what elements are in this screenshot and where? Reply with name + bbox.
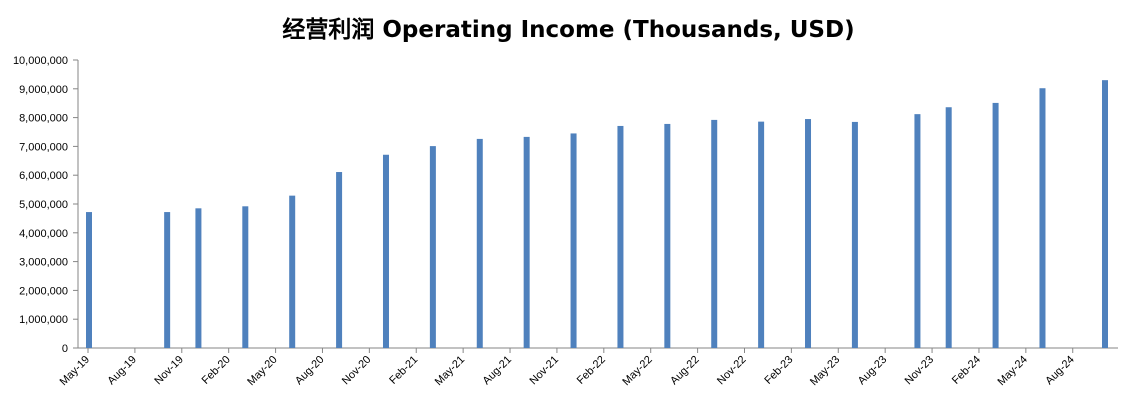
bar — [1039, 88, 1046, 348]
x-tick-label: Nov-21 — [527, 354, 561, 388]
y-tick-label: 1,000,000 — [19, 314, 68, 326]
x-tick-label: Feb-21 — [387, 354, 420, 387]
bar — [523, 136, 530, 348]
bar — [617, 125, 624, 349]
x-tick-label: Aug-20 — [293, 354, 327, 388]
x-tick-label: Nov-20 — [340, 354, 374, 388]
bar — [992, 102, 999, 348]
x-tick-label: Nov-22 — [715, 354, 749, 388]
x-tick-label: May-20 — [245, 354, 279, 388]
x-tick-label: Aug-24 — [1043, 354, 1077, 388]
y-tick-label: 10,000,000 — [13, 55, 68, 67]
bar — [195, 208, 202, 348]
x-tick-label: May-22 — [620, 354, 654, 388]
x-tick-label: Aug-23 — [856, 354, 890, 388]
y-tick-label: 6,000,000 — [19, 170, 68, 182]
y-tick-label: 3,000,000 — [19, 257, 68, 269]
bar — [711, 119, 718, 349]
x-tick-label: Nov-23 — [903, 354, 937, 388]
x-tick-label: May-19 — [58, 354, 92, 388]
bar — [476, 138, 483, 348]
y-tick-label: 7,000,000 — [19, 141, 68, 153]
x-tick-label: Aug-19 — [105, 354, 139, 388]
bar — [289, 195, 296, 348]
bar — [945, 107, 952, 349]
bar — [851, 121, 858, 348]
bar — [570, 133, 577, 348]
x-tick-label: Nov-19 — [152, 354, 186, 388]
bar — [242, 206, 249, 348]
y-tick-label: 2,000,000 — [19, 285, 68, 297]
y-tick-label: 8,000,000 — [19, 113, 68, 125]
x-tick-label: May-24 — [996, 354, 1030, 388]
x-tick-label: Aug-21 — [481, 354, 515, 388]
x-tick-label: Feb-23 — [762, 354, 795, 387]
bar — [758, 121, 765, 348]
y-tick-label: 9,000,000 — [19, 84, 68, 96]
bar — [429, 146, 436, 348]
bars — [86, 80, 1108, 349]
x-tick-label: Aug-22 — [668, 354, 702, 388]
chart-title: 经营利润 Operating Income (Thousands, USD) — [282, 17, 855, 43]
y-tick-label: 0 — [62, 343, 68, 355]
x-tick-label: May-23 — [808, 354, 842, 388]
bar — [382, 154, 389, 348]
bar — [664, 123, 671, 348]
y-tick-label: 4,000,000 — [19, 228, 68, 240]
x-tick-label: Feb-22 — [575, 354, 608, 387]
bar — [805, 119, 812, 348]
x-tick-label: May-21 — [433, 354, 467, 388]
bar — [1102, 80, 1108, 348]
bar — [86, 212, 92, 348]
x-axis: May-19 Aug-19 Nov-19 Feb-20 May-20 Aug-20 Nov-… — [58, 347, 1118, 388]
x-tick-label: Feb-20 — [200, 354, 233, 387]
bar — [336, 172, 343, 348]
bar — [164, 212, 171, 348]
bar — [914, 114, 921, 348]
x-tick-label: Feb-24 — [950, 354, 983, 387]
y-axis: 0 1,000,000 2,000,000 3,000,000 4,000,000 5,0… — [13, 55, 79, 355]
y-tick-label: 5,000,000 — [19, 199, 68, 211]
